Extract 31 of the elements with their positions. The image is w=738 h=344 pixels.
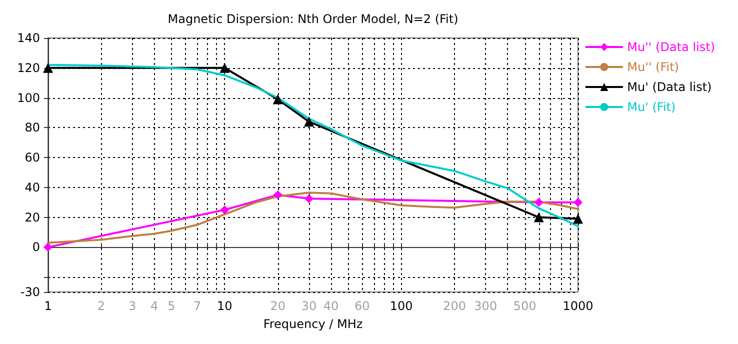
x-tick-label: 1: [44, 299, 52, 313]
x-tick-label: 10: [217, 299, 232, 313]
y-tick-label: 60: [24, 150, 40, 165]
y-tick-label: 20: [24, 210, 40, 224]
y-tick-label: 140: [17, 31, 40, 45]
y-tick-label: 100: [17, 90, 40, 105]
x-tick-label: 60: [354, 299, 370, 313]
x-tick-label: 500: [513, 299, 536, 313]
x-tick-label: 40: [323, 299, 339, 313]
y-tick-label: -30: [20, 285, 40, 299]
x-tick-label: 4: [150, 299, 158, 313]
y-tick-label: 0: [32, 240, 40, 254]
legend-label: Mu'' (Fit): [627, 60, 679, 74]
x-tick-label: 20: [270, 299, 286, 313]
x-tick-label: 200: [443, 299, 466, 313]
legend-label: Mu' (Data list): [627, 80, 712, 94]
y-tick-label: 120: [17, 60, 40, 75]
x-tick-label: 30: [301, 299, 317, 313]
x-tick-label: 100: [390, 299, 413, 313]
x-axis-title: Frequency / MHz: [263, 317, 363, 331]
y-tick-label: 40: [24, 180, 40, 194]
x-tick-label: 5: [168, 299, 176, 313]
x-tick-label: 300: [474, 299, 498, 313]
x-tick-label: 7: [193, 299, 202, 313]
chart-title: Magnetic Dispersion: Nth Order Model, N=2 (Fit): [168, 12, 458, 26]
x-tick-label: 1000: [562, 299, 594, 313]
x-tick-label: 3: [128, 299, 136, 313]
legend-label: Mu'' (Data list): [627, 40, 715, 54]
legend-label: Mu' (Fit): [627, 100, 676, 114]
x-tick-label: 2: [97, 299, 105, 313]
y-tick-label: 80: [24, 120, 40, 135]
